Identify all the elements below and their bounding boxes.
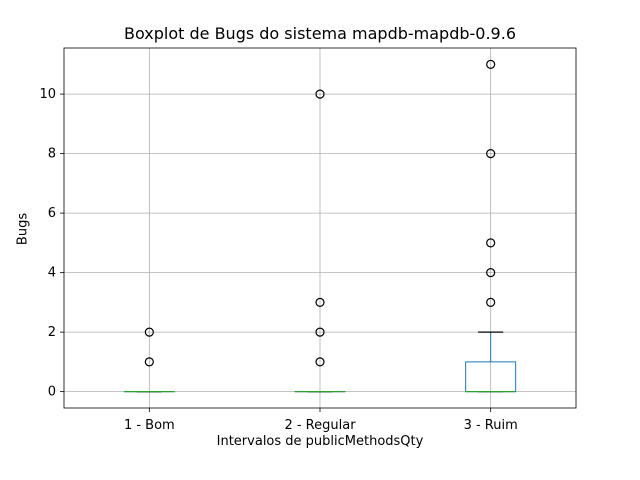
outlier-point [486, 59, 496, 69]
y-axis-label: Bugs [15, 212, 31, 246]
outlier-point [486, 268, 496, 278]
box-3 [465, 59, 517, 393]
x-tick-label: 3 - Ruim [464, 418, 518, 433]
x-tick-label: 1 - Bom [124, 418, 175, 433]
y-tick-label: 2 [48, 325, 56, 340]
box-layer [123, 59, 517, 393]
chart-title: Boxplot de Bugs do sistema mapdb-mapdb-0… [124, 24, 516, 43]
outlier-point [486, 149, 496, 159]
outlier-point [315, 297, 325, 307]
outlier-point [486, 238, 496, 248]
outlier-point [315, 89, 325, 99]
x-tick-label: 2 - Regular [284, 418, 356, 433]
y-tick-label: 0 [48, 385, 56, 400]
x-axis-label: Intervalos de publicMethodsQty [216, 434, 424, 449]
outlier-point [486, 297, 496, 307]
y-tick-label: 8 [48, 147, 56, 162]
y-tick-label: 4 [48, 266, 56, 281]
outlier-point [315, 327, 325, 337]
box-1 [123, 327, 175, 393]
y-tick-label: 10 [39, 87, 56, 102]
outlier-point [315, 357, 325, 367]
axis-layer: 0 2 4 6 8 10 1 - Bom 2 - Regular 3 - Ruim [39, 47, 577, 433]
y-tick-label: 6 [48, 206, 56, 221]
plot-frame [63, 47, 577, 409]
box-2 [294, 89, 346, 393]
outlier-point [144, 357, 154, 367]
outlier-point [144, 327, 154, 337]
grid-layer [64, 48, 576, 408]
